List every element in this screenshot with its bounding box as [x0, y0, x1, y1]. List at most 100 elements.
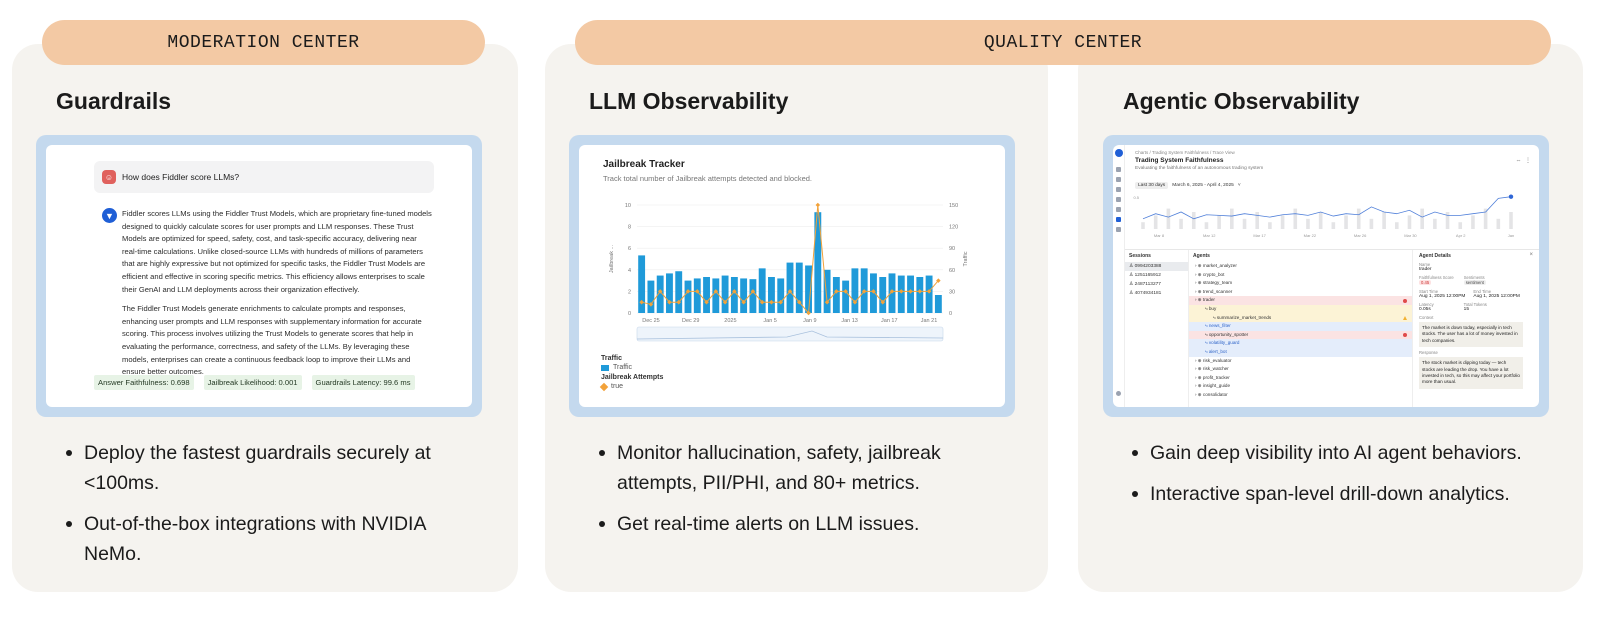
home-icon[interactable]: [1116, 167, 1121, 172]
session-item[interactable]: ♙ 4074934181: [1129, 291, 1162, 296]
agent-row[interactable]: ⤷ alert_bot: [1189, 347, 1412, 357]
y-tick: 0.5: [1133, 195, 1139, 200]
monitor-icon[interactable]: [1116, 187, 1121, 192]
traffic-bar: [721, 275, 729, 313]
traffic-bar: [730, 277, 738, 313]
agent-row-label: ⤷ buy: [1205, 305, 1217, 311]
agent-row[interactable]: › ⊕ trend_scanner: [1189, 288, 1412, 297]
agent-row[interactable]: ⤷ volatility_guard: [1189, 339, 1412, 348]
session-item[interactable]: ♙ 2487113277: [1129, 282, 1161, 287]
agent-row[interactable]: › ⊕ strategy_team: [1189, 279, 1412, 288]
dashboard-icon[interactable]: [1116, 217, 1121, 222]
help-icon[interactable]: [1116, 391, 1121, 396]
traffic-bar: [786, 262, 794, 313]
x-tick: Mar 26: [1354, 233, 1367, 238]
legend-traffic-header: Traffic: [601, 355, 623, 362]
y-tick-left: 6: [628, 246, 631, 252]
traffic-bar: [656, 275, 664, 313]
fiddler-logo-icon: [1115, 149, 1123, 157]
chat-question-text: How does Fiddler score LLMs?: [122, 172, 240, 182]
volume-bar: [1255, 212, 1260, 229]
jailbreak-point: [769, 299, 774, 305]
warning-indicator-icon: [1403, 316, 1407, 321]
agent-row-label: › ⊕ market_analyzer: [1195, 263, 1237, 268]
breadcrumb[interactable]: Charts / Trading System Faithfulness / T…: [1135, 150, 1235, 155]
agent-row[interactable]: ⤷ news_filter: [1189, 322, 1412, 331]
jailbreak-swatch: [599, 382, 609, 391]
agent-row-label: › ⊕ risk_watcher: [1195, 366, 1229, 372]
volume-bar: [1509, 212, 1513, 229]
agent-row[interactable]: › ⊕ profit_tracker: [1189, 374, 1412, 383]
traffic-bar: [897, 275, 905, 313]
agent-row[interactable]: › ⊕ trader: [1189, 296, 1412, 305]
traffic-bar: [758, 268, 766, 313]
x-tick: Jan 17: [881, 318, 898, 324]
traffic-bar: [675, 271, 683, 313]
page-title: Trading System Faithfulness: [1135, 157, 1224, 164]
chart-icon[interactable]: [1116, 177, 1121, 182]
agent-row-label: ⤷ summarize_market_trends: [1213, 314, 1272, 320]
end-label: End Time: [1473, 289, 1492, 294]
agent-row[interactable]: ⤷ summarize_market_trends: [1189, 313, 1412, 323]
agent-row[interactable]: › ⊕ insight_guide: [1189, 382, 1412, 391]
x-tick: Jan 13: [841, 318, 858, 324]
agents-panel: Agents › ⊕ market_analyzer › ⊕ crypto_bot…: [1189, 250, 1413, 407]
traffic-bar: [749, 279, 757, 313]
agent-row[interactable]: › ⊕ risk_evaluator: [1189, 357, 1412, 366]
volume-bar: [1356, 208, 1361, 229]
agent-row-label: ⤷ volatility_guard: [1205, 340, 1240, 346]
agent-row[interactable]: › ⊕ consolidator: [1189, 391, 1412, 400]
bullet-item: Gain deep visibility into AI agent behav…: [1128, 438, 1548, 468]
close-icon[interactable]: ×: [1529, 252, 1533, 258]
trace-panels: Sessions ♙ 0994203388 ♙ 1251165912 ♙ 248…: [1125, 249, 1539, 407]
traffic-bar: [777, 278, 785, 313]
legend-jailbreak-item[interactable]: true: [599, 382, 663, 391]
jailbreak-tracker: Jailbreak Tracker Track total number of …: [579, 145, 1005, 407]
agent-row[interactable]: ⤷ buy: [1189, 304, 1412, 314]
volume-bar: [1458, 222, 1463, 229]
traffic-bar: [795, 262, 803, 313]
traffic-bar: [925, 275, 933, 313]
app-sidebar: [1113, 145, 1125, 407]
date-filter[interactable]: Last 30 days March 6, 2025 - April 4, 20…: [1135, 182, 1241, 189]
jailbreak-point: [713, 289, 719, 294]
traffic-bar: [768, 277, 775, 313]
range-chip[interactable]: Last 30 days: [1135, 182, 1169, 189]
session-item[interactable]: ♙ 0994203388: [1125, 262, 1188, 271]
folder-icon[interactable]: [1116, 227, 1121, 232]
score-label: Faithfulness Score: [1419, 275, 1454, 280]
range-text[interactable]: March 6, 2025 - April 4, 2025: [1172, 183, 1234, 188]
legend-traffic-item[interactable]: Traffic: [601, 364, 663, 371]
jailbreak-chart: 0 0 2 30 4 60 6 90 8 120 10 150 Jailbreak ... Traffic…: [609, 202, 969, 342]
toolbar-icons[interactable]: ⇔ ⋮: [1515, 158, 1531, 164]
chevron-down-icon[interactable]: ˅: [1237, 183, 1241, 188]
agentic-observability-screenshot: Charts / Trading System Faithfulness / T…: [1103, 135, 1549, 417]
agent-row[interactable]: › ⊕ crypto_bot: [1189, 271, 1412, 280]
agent-row[interactable]: › ⊕ market_analyzer: [1189, 262, 1412, 271]
volume-bar: [1191, 212, 1196, 229]
y-tick-right: 60: [949, 268, 955, 274]
legend-jailbreak-label: true: [611, 383, 624, 390]
error-indicator-icon: [1403, 333, 1407, 338]
jailbreak-point: [639, 299, 644, 305]
volume-bar: [1344, 215, 1348, 229]
moderation-center-pill: MODERATION CENTER: [42, 20, 485, 65]
guardrails-chat: ☺ How does Fiddler score LLMs? ▼ Fiddler…: [46, 145, 472, 407]
guardrails-title: Guardrails: [56, 88, 172, 114]
settings-icon[interactable]: [1116, 207, 1121, 212]
agent-row-label: › ⊕ insight_guide: [1195, 383, 1231, 389]
legend-jailbreak-header: Jailbreak Attempts: [601, 374, 664, 381]
x-tick: Jan: [1508, 233, 1514, 238]
agent-row[interactable]: ⤷ opportunity_spotter: [1189, 330, 1412, 340]
bullet-item: Monitor hallucination, safety, jailbreak…: [595, 438, 1015, 498]
x-tick: Apr 2: [1456, 233, 1466, 238]
tokens-value: 15: [1463, 307, 1470, 312]
volume-bar: [1230, 208, 1234, 229]
session-item[interactable]: ♙ 1251165912: [1129, 273, 1161, 278]
agent-row[interactable]: › ⊕ risk_watcher: [1189, 365, 1412, 374]
y-tick-left: 10: [625, 203, 631, 209]
guardrails-latency-badge: Guardrails Latency: 99.6 ms: [311, 375, 415, 390]
response-label: Response: [1419, 350, 1438, 356]
traffic-bar: [907, 275, 914, 313]
alert-icon[interactable]: [1116, 197, 1121, 202]
